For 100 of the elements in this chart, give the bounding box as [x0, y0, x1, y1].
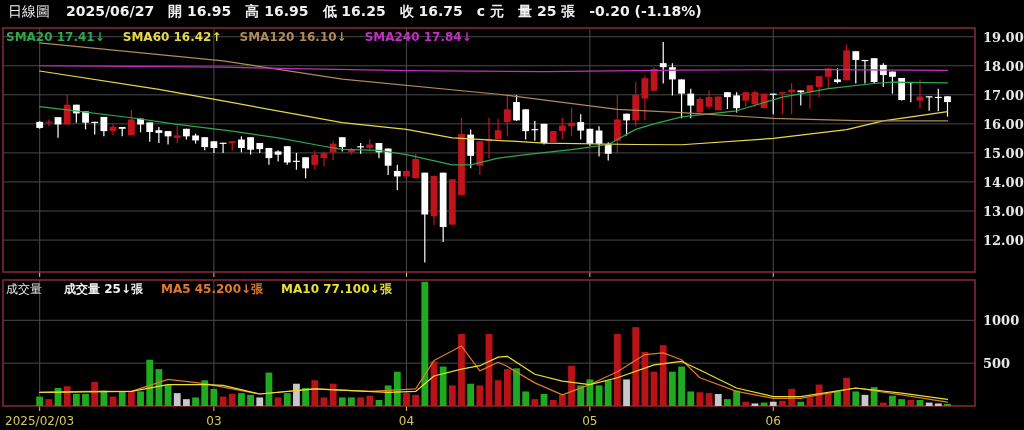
candlestick: [274, 149, 282, 163]
bar: [641, 352, 649, 406]
bar: [448, 385, 456, 406]
candlestick: [944, 95, 951, 118]
bar: [100, 390, 108, 406]
bar: [586, 379, 594, 406]
bar: [201, 380, 209, 406]
bar: [439, 366, 447, 406]
text: 成交量 25↓張: [63, 282, 144, 296]
candlestick: [733, 91, 740, 114]
candlestick: [779, 91, 786, 115]
bar: [522, 391, 530, 406]
bar: [329, 383, 337, 406]
x-tick-label: 04: [398, 414, 415, 428]
candlestick: [127, 109, 135, 136]
candlestick: [311, 149, 319, 171]
bar: [247, 394, 254, 406]
chart-title: 日線圖: [8, 3, 50, 19]
bar: [549, 400, 557, 406]
bar: [256, 397, 264, 406]
y-tick-label: 17.00: [983, 87, 1024, 103]
line-series: [39, 355, 949, 400]
bar: [403, 393, 410, 406]
candlestick: [669, 62, 676, 96]
bar: [806, 397, 814, 406]
bar: [714, 394, 722, 406]
bar: [659, 345, 667, 406]
bar: [879, 402, 887, 406]
text: MA10 77.100↓張: [281, 282, 393, 296]
x-tick-label: 05: [582, 414, 598, 428]
bar: [907, 400, 915, 406]
bar: [302, 388, 309, 406]
bar: [82, 394, 89, 406]
bar: [577, 385, 585, 406]
bar: [531, 399, 539, 406]
text: MA5 45.200↓張: [160, 282, 265, 296]
text: 高 16.95: [245, 3, 309, 19]
bar: [742, 401, 750, 406]
x-tick-label: 06: [765, 414, 781, 428]
bar: [146, 359, 154, 406]
bar: [934, 403, 942, 406]
text: SMA60 16.42↑: [122, 30, 222, 44]
candlestick: [503, 95, 511, 137]
bar: [183, 399, 190, 406]
bar: [320, 397, 328, 406]
candlestick: [467, 128, 475, 169]
bar: [476, 385, 484, 406]
y-tick-label: 19.00: [983, 29, 1024, 45]
bar: [384, 385, 392, 406]
line-series: [39, 81, 949, 166]
text: 2025/06/27: [66, 3, 155, 19]
y-tick-label: 15.00: [983, 145, 1024, 161]
bar: [769, 401, 777, 406]
bar: [824, 393, 832, 406]
bar: [45, 399, 53, 406]
y-tick-label: 14.00: [983, 174, 1024, 190]
candlestick: [393, 164, 401, 191]
bar: [733, 390, 740, 406]
candlestick: [604, 141, 612, 162]
bar: [283, 393, 291, 406]
bar: [293, 383, 300, 406]
candlestick: [146, 121, 154, 143]
x-tick-label: 03: [206, 414, 222, 428]
candlestick: [641, 75, 649, 121]
text: 低 16.25: [321, 3, 386, 19]
y-tick-label: 12.00: [983, 233, 1024, 249]
bar: [36, 396, 44, 406]
bar: [238, 393, 245, 406]
bar: [623, 379, 630, 406]
candlestick: [412, 153, 420, 179]
candlestick: [155, 126, 163, 144]
bar: [558, 394, 566, 406]
y-tick-label: 1000: [983, 313, 1020, 329]
bar: [118, 391, 126, 406]
text: SMA20 17.41↓: [6, 30, 105, 44]
bar: [503, 369, 511, 406]
candlestick: [659, 41, 667, 85]
candlestick: [577, 113, 585, 141]
y-tick-label: 16.00: [983, 116, 1024, 132]
candlestick: [513, 94, 520, 122]
candlestick: [613, 94, 621, 154]
bar: [834, 391, 841, 406]
bar: [63, 386, 71, 406]
bar: [595, 385, 603, 406]
candlestick: [852, 50, 860, 85]
bar: [467, 383, 475, 406]
text: SMA240 17.84↓: [364, 30, 472, 44]
x-tick-label: 2025/02/03: [5, 414, 75, 428]
text: c 元: [476, 3, 505, 19]
bar: [513, 368, 520, 406]
candlestick: [302, 156, 309, 179]
y-tick-label: 13.00: [983, 204, 1024, 219]
candlestick: [687, 88, 695, 119]
candlestick: [824, 67, 832, 90]
bar: [696, 392, 704, 406]
series-label: SMA120 16.10↓: [239, 30, 347, 44]
bar: [852, 391, 860, 406]
bar: [678, 366, 685, 406]
bar: [843, 377, 851, 406]
candlestick: [705, 89, 713, 110]
